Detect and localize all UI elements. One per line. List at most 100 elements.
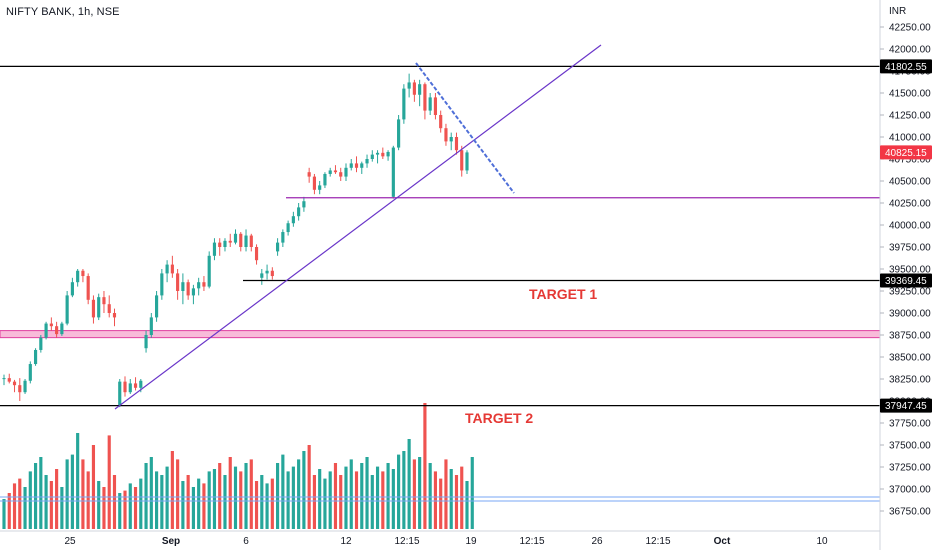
volume-bar [12, 483, 17, 529]
volume-bar [207, 471, 211, 529]
y-tick-label: 39500.00 [889, 265, 931, 276]
candle-body [28, 364, 32, 381]
candle-body [97, 297, 101, 318]
candle-body [55, 326, 59, 335]
candle-body [70, 282, 74, 296]
candle-body [333, 170, 338, 173]
volume-bar [65, 459, 69, 529]
volume-bar [254, 481, 259, 529]
volume-bar [281, 454, 285, 529]
candle-body [444, 128, 448, 142]
volume-bar [18, 478, 22, 529]
candle-body [381, 152, 385, 157]
candle-body [223, 240, 227, 247]
volume-bar [91, 445, 96, 529]
y-tick-label: 40000.00 [889, 221, 931, 232]
volume-bar [33, 463, 38, 529]
x-tick-label: 26 [591, 536, 603, 547]
volume-bar [181, 481, 185, 529]
candle-body [465, 152, 469, 171]
candle-body [291, 216, 295, 224]
volume-bar [407, 439, 411, 529]
volume-bar [202, 483, 206, 529]
volume-bar [328, 471, 332, 529]
candle-body [428, 97, 432, 111]
candle-body [260, 273, 264, 278]
x-tick-label: 10 [816, 536, 828, 547]
volume-bar [391, 469, 395, 529]
y-tick-label: 37500.00 [889, 441, 931, 452]
y-tick-label: 39750.00 [889, 243, 931, 254]
volume-bar [470, 457, 474, 529]
candle-body [65, 295, 69, 324]
y-tick-label: 41000.00 [889, 133, 931, 144]
candle-body [297, 207, 301, 217]
volume-bar [76, 433, 80, 529]
candle-body [91, 299, 96, 318]
candle-body [454, 137, 459, 151]
volume-bar [370, 475, 374, 529]
volume-bar [81, 459, 85, 529]
y-tick-label: 37250.00 [889, 463, 931, 474]
volume-bar [460, 466, 464, 529]
candle-body [81, 270, 85, 277]
volume-bar [223, 475, 227, 529]
volume-bar [97, 481, 101, 529]
volume-bar [433, 471, 438, 529]
target-2-label: TARGET 2 [465, 410, 533, 426]
candle-body [149, 317, 153, 335]
candle-body [170, 264, 174, 274]
y-tick-label: 40250.00 [889, 199, 931, 210]
volume-bar [270, 478, 274, 529]
volume-bar [212, 469, 217, 529]
y-tick-label: 38250.00 [889, 375, 931, 386]
candle-body [49, 323, 53, 327]
candle-body [191, 288, 195, 296]
volume-bar [449, 469, 453, 529]
volume-bar [428, 463, 432, 529]
candle-body [102, 297, 106, 305]
candle-body [207, 255, 211, 287]
volume-bar [7, 493, 11, 529]
candle-body [233, 233, 238, 243]
candle-body [423, 84, 427, 111]
volume-bar [197, 478, 201, 529]
candle-body [339, 172, 343, 177]
candle-body [307, 172, 311, 177]
candle-body [12, 381, 17, 386]
candle-body [360, 163, 364, 168]
candle-body [286, 223, 290, 233]
last-price-text: 40825.15 [885, 148, 927, 159]
uptrend-line [114, 44, 602, 410]
currency-label: INR [889, 6, 906, 17]
candle-body [239, 233, 243, 247]
volume-bar [318, 469, 322, 529]
candle-body [76, 270, 80, 283]
volume-bar [160, 475, 164, 529]
candle-body [107, 304, 111, 313]
y-tick-label: 42000.00 [889, 45, 931, 56]
candle-body [160, 273, 164, 296]
volume-bar [139, 478, 143, 529]
candle-body [318, 185, 322, 190]
volume-bar [249, 459, 253, 529]
y-tick-label: 41500.00 [889, 89, 931, 100]
volume-bar [276, 463, 280, 529]
candle-body [407, 82, 411, 89]
volume-bar [60, 487, 64, 529]
volume-bar [418, 457, 422, 529]
candle-body [418, 84, 422, 95]
volume-bar [397, 454, 401, 529]
candle-body [391, 147, 395, 197]
volume-bar [444, 459, 448, 529]
volume-bar [144, 463, 148, 529]
volume-bar [386, 463, 390, 529]
candle-body [397, 119, 401, 148]
volume-bar [454, 475, 459, 529]
volume-bar [307, 445, 311, 529]
volume-bar [191, 487, 195, 529]
volume-bar [70, 454, 74, 529]
y-tick-label: 38500.00 [889, 353, 931, 364]
